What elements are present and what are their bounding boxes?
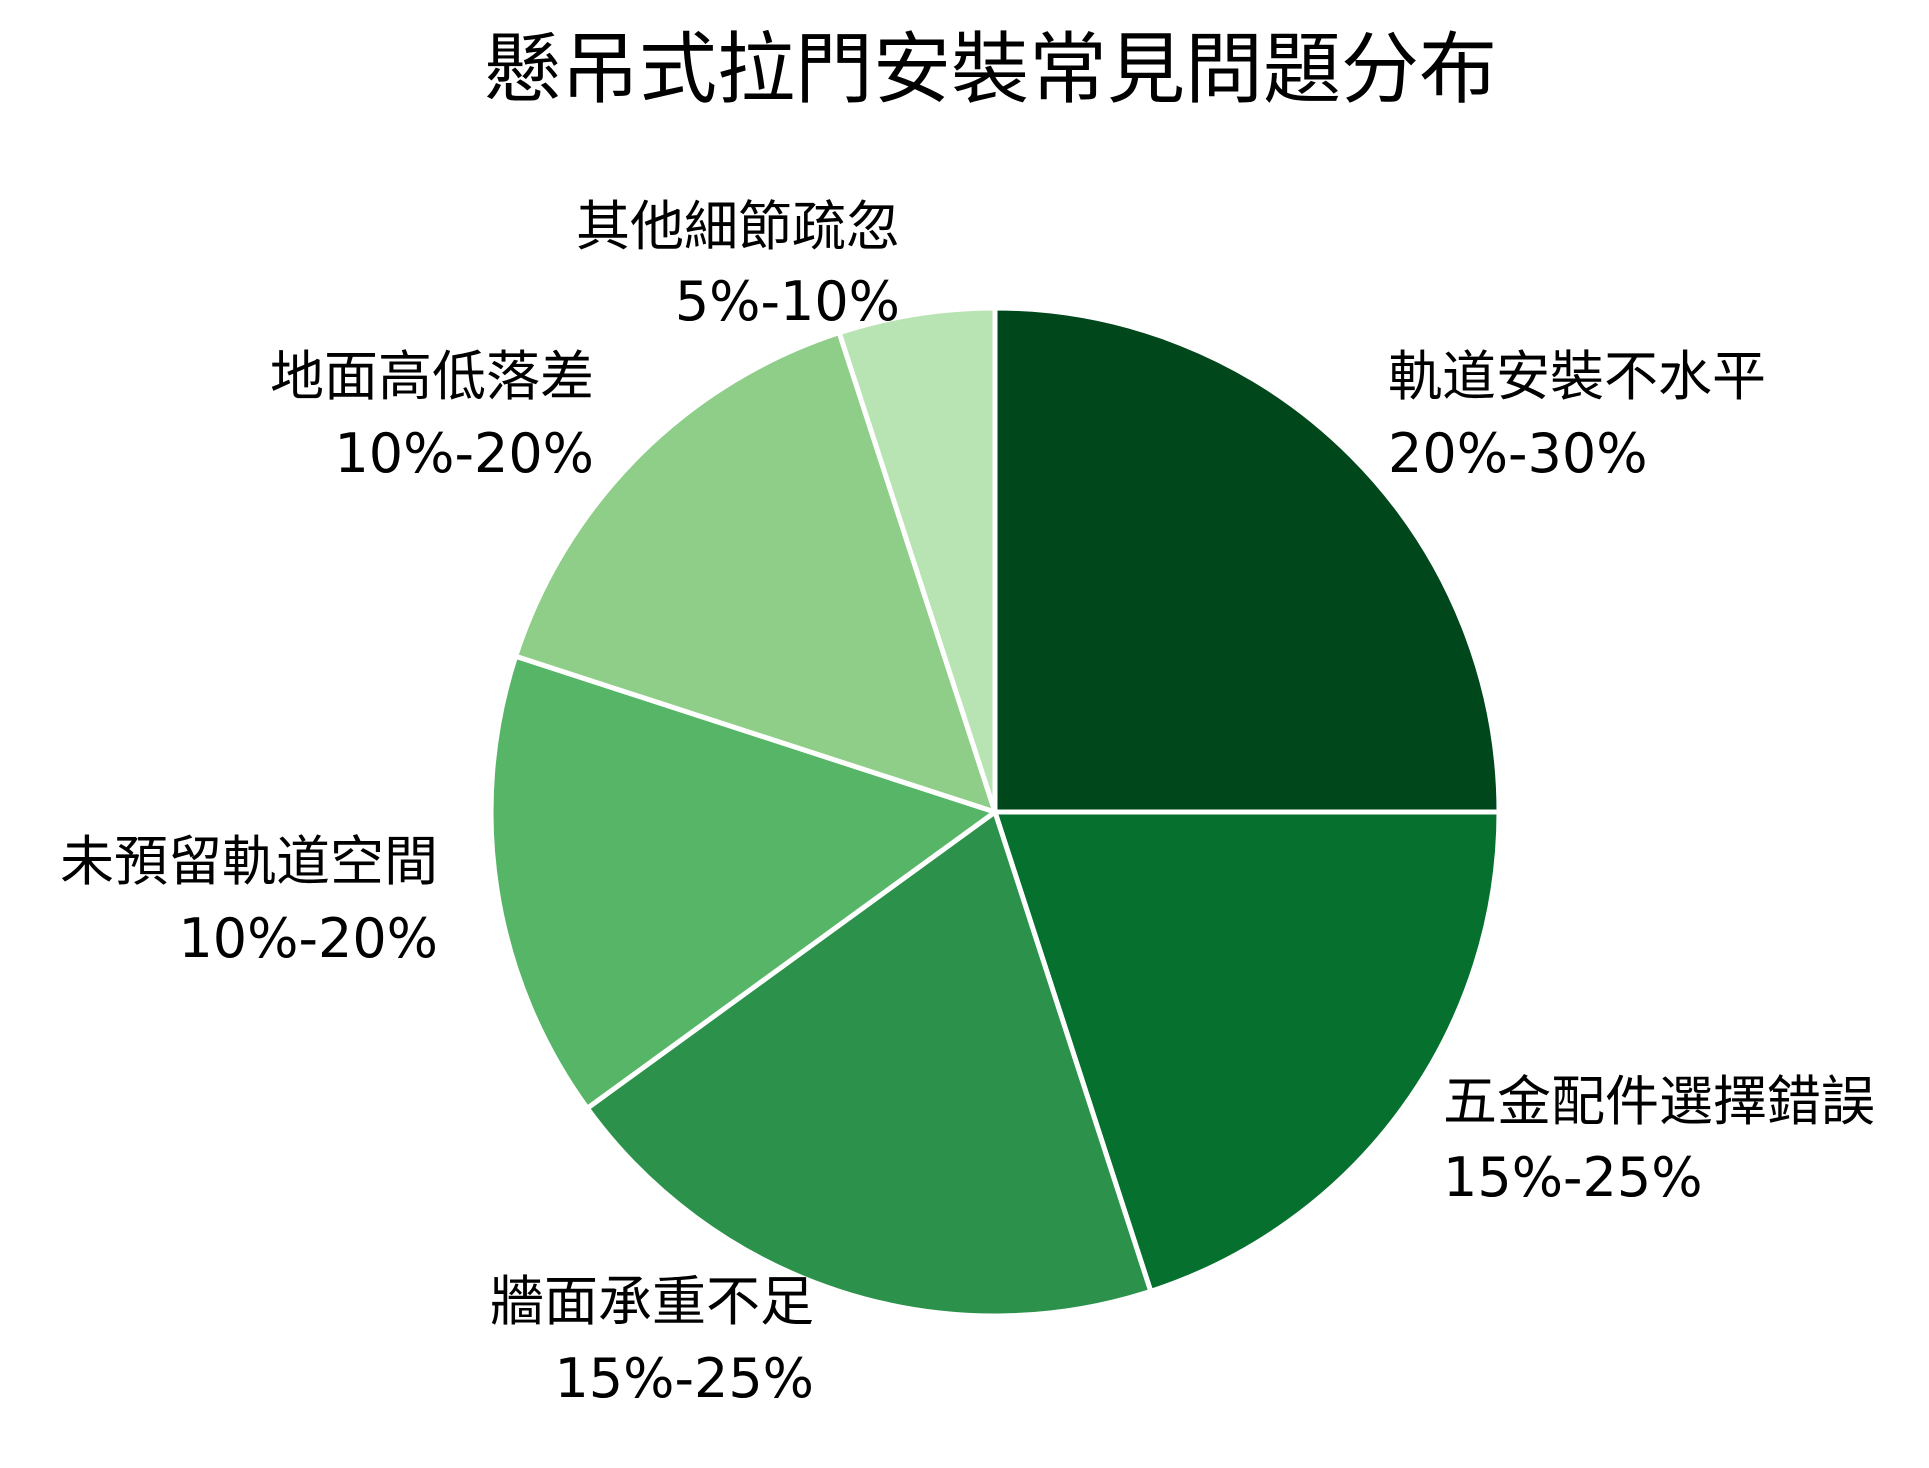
slice-value-6: 5%-10%: [675, 270, 900, 333]
pie-slice-6: [836, 305, 998, 815]
slice-label-3: 牆面承重不足: [490, 1270, 814, 1333]
slice-value-4: 10%-20%: [178, 907, 438, 970]
pie-labels: 軌道安裝不水平 20%-30% 五金配件選擇錯誤 15%-25% 牆面承重不足 15%-2…: [60, 195, 1875, 1410]
slice-label-1: 軌道安裝不水平: [1388, 345, 1766, 408]
pie-slice-5: [513, 330, 998, 815]
slice-label-4: 未預留軌道空間: [60, 830, 438, 893]
slice-label-2: 五金配件選擇錯誤: [1443, 1070, 1875, 1133]
pie-slice-4: [488, 653, 998, 1111]
chart-title: 懸吊式拉門安裝常見問題分布: [483, 25, 1497, 115]
slice-label-6: 其他細節疏忽: [576, 195, 900, 258]
slice-value-5: 10%-20%: [334, 422, 594, 485]
pie-slice-2: [992, 809, 1502, 1294]
pie-slices: [488, 305, 1502, 1319]
pie-slice-1: [992, 305, 1502, 815]
slice-value-2: 15%-25%: [1443, 1146, 1703, 1209]
slice-value-1: 20%-30%: [1388, 422, 1648, 485]
slice-value-3: 15%-25%: [554, 1347, 814, 1410]
pie-slice-3: [584, 809, 1154, 1319]
slice-label-5: 地面高低落差: [270, 345, 594, 408]
